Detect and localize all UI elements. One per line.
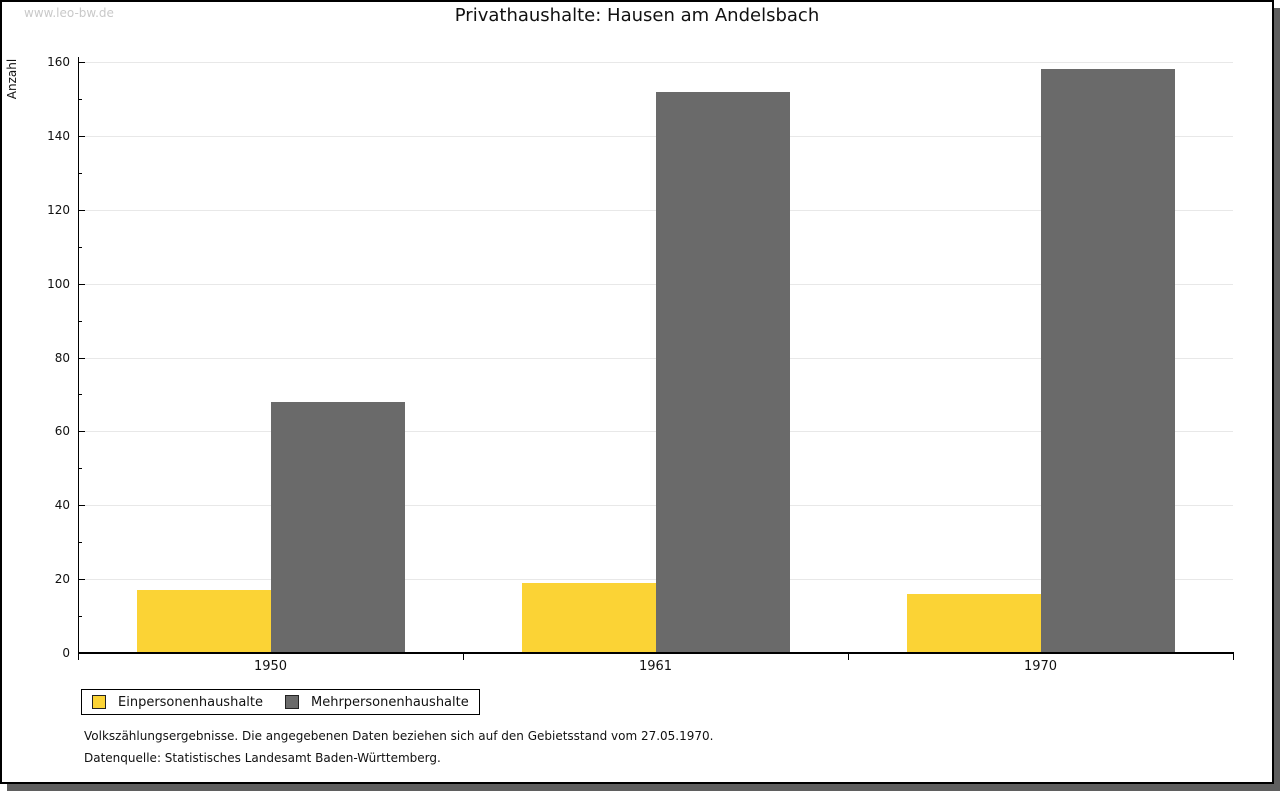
y-tick-label-140: 140 <box>47 128 70 143</box>
footnote-line2: Datenquelle: Statistisches Landesamt Bad… <box>84 751 441 765</box>
bar-mehrpersonenhaushalte-1961 <box>655 91 790 653</box>
y-tick-160 <box>78 62 85 63</box>
bar-einpersonenhaushalte-1950 <box>136 590 271 653</box>
chart-title: Privathaushalte: Hausen am Andelsbach <box>454 5 820 26</box>
y-tick-60 <box>78 431 85 433</box>
y-tick-40 <box>78 505 85 507</box>
y-tick-130 <box>78 172 82 174</box>
bar-mehrpersonenhaushalte-1950 <box>270 401 405 653</box>
footnote-line1: Volkszählungsergebnisse. Die angegebenen… <box>84 729 714 743</box>
y-tick-10 <box>78 616 82 618</box>
y-tick-80 <box>78 357 85 359</box>
x-tick-0 <box>78 653 79 660</box>
legend-swatch-icon <box>92 695 106 709</box>
x-tick-2 <box>848 653 849 660</box>
legend-item-2: Mehrpersonenhaushalte <box>285 695 469 710</box>
bar-einpersonenhaushalte-1970 <box>906 593 1041 653</box>
legend-label: Mehrpersonenhaushalte <box>311 694 469 710</box>
y-tick-30 <box>78 542 82 544</box>
watermark: www.leo-bw.de <box>24 6 114 20</box>
x-axis-line <box>78 652 1234 654</box>
y-tick-label-0: 0 <box>62 646 70 660</box>
x-tick-label-1970: 1970 <box>1023 659 1058 674</box>
y-tick-110 <box>78 246 82 248</box>
y-tick-label-80: 80 <box>54 350 70 365</box>
y-tick-150 <box>78 98 82 100</box>
y-tick-label-160: 160 <box>47 55 70 69</box>
y-tick-100 <box>78 283 85 285</box>
gridline-y-160 <box>78 62 1233 63</box>
legend-swatch-icon <box>285 695 299 709</box>
y-tick-label-40: 40 <box>54 498 70 513</box>
x-tick-label-1950: 1950 <box>253 659 288 674</box>
y-tick-90 <box>78 320 82 322</box>
x-tick-3 <box>1233 653 1234 660</box>
y-tick-70 <box>78 394 82 396</box>
y-tick-label-20: 20 <box>54 572 70 587</box>
plot-area: 1950 1961 1970 0 20 40 60 80 100 120 140 160 <box>2 2 1272 782</box>
y-tick-label-100: 100 <box>47 276 70 291</box>
y-tick-label-120: 120 <box>47 202 70 217</box>
legend-item-1: Einpersonenhaushalte <box>92 695 263 710</box>
legend-label: Einpersonenhaushalte <box>118 694 263 710</box>
bar-einpersonenhaushalte-1961 <box>521 582 656 653</box>
y-tick-50 <box>78 468 82 470</box>
bar-mehrpersonenhaushalte-1970 <box>1040 69 1175 653</box>
y-tick-140 <box>78 135 85 137</box>
y-tick-label-60: 60 <box>54 424 70 439</box>
x-tick-label-1961: 1961 <box>638 659 673 674</box>
legend: Einpersonenhaushalte Mehrpersonenhaushalt… <box>81 689 480 715</box>
y-tick-120 <box>78 209 85 211</box>
y-axis-line <box>78 57 79 653</box>
x-tick-1 <box>463 653 464 660</box>
y-tick-20 <box>78 579 85 581</box>
